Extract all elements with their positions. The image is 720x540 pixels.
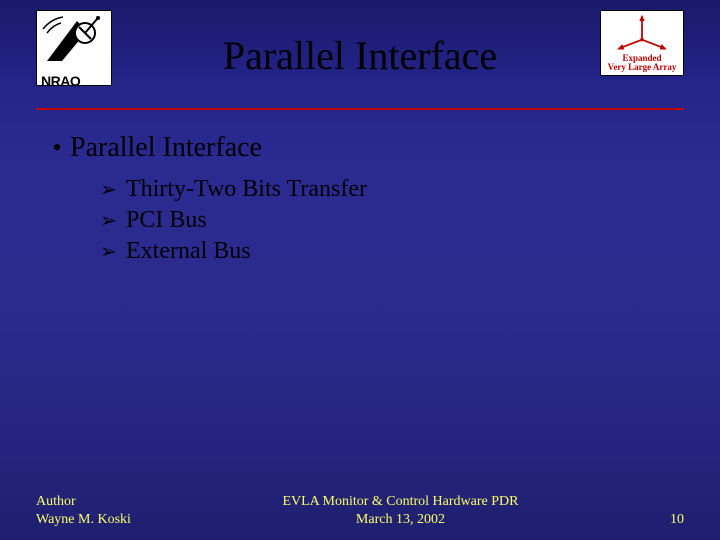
evla-logo-art xyxy=(602,13,682,52)
evla-logo: Expanded Very Large Array xyxy=(600,10,684,76)
slide-content: • Parallel Interface ➢ Thirty-Two Bits T… xyxy=(0,110,720,265)
sub-bullet-list: ➢ Thirty-Two Bits Transfer ➢ PCI Bus ➢ E… xyxy=(44,176,676,265)
bullet-main: • Parallel Interface xyxy=(44,132,676,164)
sub-bullet: ➢ Thirty-Two Bits Transfer xyxy=(100,176,676,203)
nrao-logo: NRAO xyxy=(36,10,112,86)
evla-logo-line2: Very Large Array xyxy=(608,63,677,73)
nrao-logo-art xyxy=(37,11,111,72)
arrow-icon: ➢ xyxy=(100,239,126,264)
arrow-icon: ➢ xyxy=(100,208,126,233)
footer-author: Author Wayne M. Koski xyxy=(36,493,131,528)
slide-title: Parallel Interface xyxy=(36,14,684,79)
footer-center: EVLA Monitor & Control Hardware PDR Marc… xyxy=(282,493,518,528)
nrao-logo-text: NRAO xyxy=(37,72,111,90)
footer-page-number: 10 xyxy=(670,512,684,528)
footer-author-name: Wayne M. Koski xyxy=(36,511,131,529)
slide-footer: Author Wayne M. Koski EVLA Monitor & Con… xyxy=(0,493,720,528)
bullet-dot-icon: • xyxy=(44,135,70,161)
footer-center-line2: March 13, 2002 xyxy=(282,511,518,529)
footer-author-label: Author xyxy=(36,493,131,511)
sub-bullet-text: Thirty-Two Bits Transfer xyxy=(126,176,367,203)
sub-bullet-text: External Bus xyxy=(126,238,251,265)
bullet-main-text: Parallel Interface xyxy=(70,132,262,164)
arrow-icon: ➢ xyxy=(100,177,126,202)
sub-bullet: ➢ External Bus xyxy=(100,238,676,265)
sub-bullet-text: PCI Bus xyxy=(126,207,207,234)
footer-center-line1: EVLA Monitor & Control Hardware PDR xyxy=(282,493,518,511)
slide-header: NRAO Parallel Interface Expanded Very La… xyxy=(0,0,720,108)
sub-bullet: ➢ PCI Bus xyxy=(100,207,676,234)
